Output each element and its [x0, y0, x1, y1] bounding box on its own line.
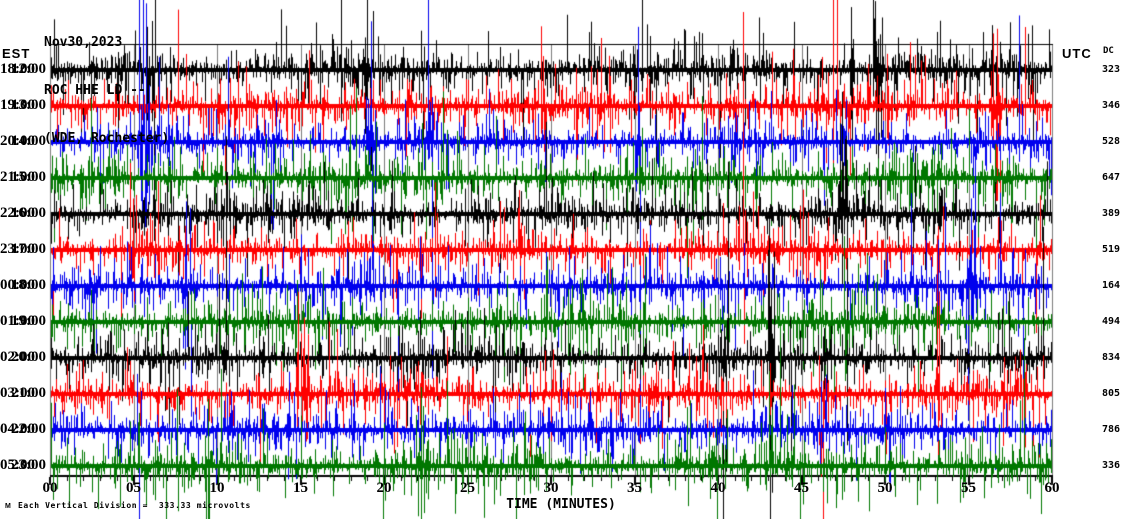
- header-block: Nov30,2023 ROC HHE LD -- (WDE, Rochester…: [44, 3, 169, 179]
- dc-value: 346: [1101, 100, 1120, 111]
- dc-value: 834: [1101, 352, 1120, 363]
- utc-time-label: 23:00: [0, 241, 35, 257]
- dc-value: 494: [1101, 316, 1120, 327]
- utc-time-label: 02:00: [0, 349, 35, 365]
- dc-value: 164: [1101, 280, 1120, 291]
- x-axis-tick-label: 10: [209, 480, 225, 496]
- dc-column-label: DC: [1103, 46, 1114, 56]
- dc-value: 647: [1101, 172, 1120, 183]
- est-time-label: 12:00: [11, 61, 46, 77]
- x-axis-tick-label: 50: [877, 480, 893, 496]
- dc-value: 519: [1101, 244, 1120, 255]
- utc-time-label: 00:00: [0, 277, 35, 293]
- est-time-label: 21:00: [11, 385, 46, 401]
- x-axis-tick-label: 40: [710, 480, 726, 496]
- utc-time-label: 19:00: [0, 97, 35, 113]
- x-axis-tick-label: 60: [1044, 480, 1060, 496]
- header-date: Nov30,2023: [44, 35, 123, 50]
- vertical-division-scale-note: Each Vertical Division = 333.33 microvol…: [18, 501, 251, 510]
- dc-value: 805: [1101, 388, 1120, 399]
- x-axis-title: TIME (MINUTES): [506, 497, 616, 512]
- x-axis-tick-label: 25: [460, 480, 475, 496]
- x-axis-tick-label: 45: [794, 480, 809, 496]
- est-time-label: 22:00: [11, 421, 46, 437]
- utc-time-label: 03:00: [0, 385, 35, 401]
- x-axis-tick-label: 35: [627, 480, 642, 496]
- est-time-label: 23:00: [11, 457, 46, 473]
- logo-mark: M: [5, 503, 11, 510]
- utc-time-label: 04:00: [0, 421, 35, 437]
- header-station-id: ROC HHE LD --: [44, 83, 146, 98]
- x-axis-tick-label: 20: [376, 480, 392, 496]
- x-axis-tick-label: 15: [293, 480, 308, 496]
- right-timezone-label: UTC: [1062, 46, 1092, 61]
- est-time-label: 13:00: [11, 97, 46, 113]
- utc-time-label: 22:00: [0, 205, 35, 221]
- est-time-label: 20:00: [11, 349, 46, 365]
- dc-value: 786: [1101, 424, 1120, 435]
- dc-value: 336: [1101, 460, 1120, 471]
- utc-time-label: 05:00: [0, 457, 35, 473]
- est-time-label: 16:00: [11, 205, 46, 221]
- x-axis-tick-label: 30: [543, 480, 559, 496]
- est-time-label: 15:00: [11, 169, 46, 185]
- utc-time-label: 18:00: [0, 61, 35, 77]
- utc-time-label: 01:00: [0, 313, 35, 329]
- est-time-label: 18:00: [11, 277, 46, 293]
- est-time-label: 14:00: [11, 133, 46, 149]
- x-axis-tick-label: 55: [961, 480, 976, 496]
- x-axis-tick-label: 00: [42, 480, 58, 496]
- est-time-label: 19:00: [11, 313, 46, 329]
- header-site-name: (WDE, Rochester): [44, 131, 170, 146]
- x-axis-tick-label: 05: [126, 480, 141, 496]
- est-time-label: 17:00: [11, 241, 46, 257]
- dc-value: 389: [1101, 208, 1120, 219]
- utc-time-label: 21:00: [0, 169, 35, 185]
- dc-value: 323: [1101, 64, 1120, 75]
- left-timezone-label: EST: [2, 46, 31, 61]
- utc-time-label: 20:00: [0, 133, 35, 149]
- dc-value: 528: [1101, 136, 1120, 147]
